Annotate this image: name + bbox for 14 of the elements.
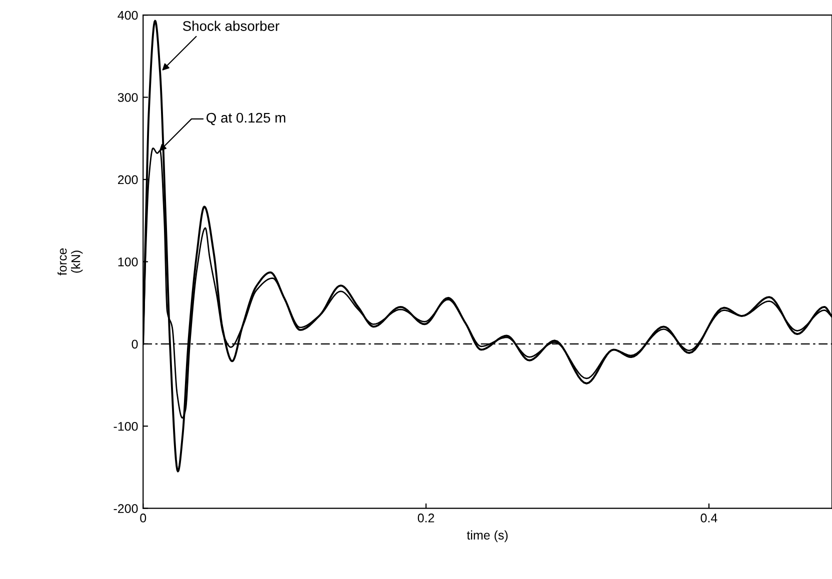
- y-tick-label: -200: [114, 504, 138, 514]
- y-tick-label: 400: [118, 10, 138, 20]
- x-tick-label: 0: [140, 514, 146, 522]
- x-axis-title: time (s): [466, 530, 508, 542]
- x-tick-label: 0.2: [418, 514, 434, 522]
- x-tick-label: 0.4: [700, 514, 718, 522]
- text: Q at 0.125 m: [206, 112, 286, 126]
- y-tick-label: 0: [132, 340, 138, 349]
- y-tick-label: 300: [118, 93, 138, 102]
- y-tick-label: 100: [118, 258, 138, 266]
- y-tick-label: 200: [118, 175, 138, 184]
- y-tick-label: -100: [114, 422, 138, 431]
- series-label: Shock absorber: [182, 20, 280, 31]
- y-axis-title: force (kN): [58, 248, 83, 276]
